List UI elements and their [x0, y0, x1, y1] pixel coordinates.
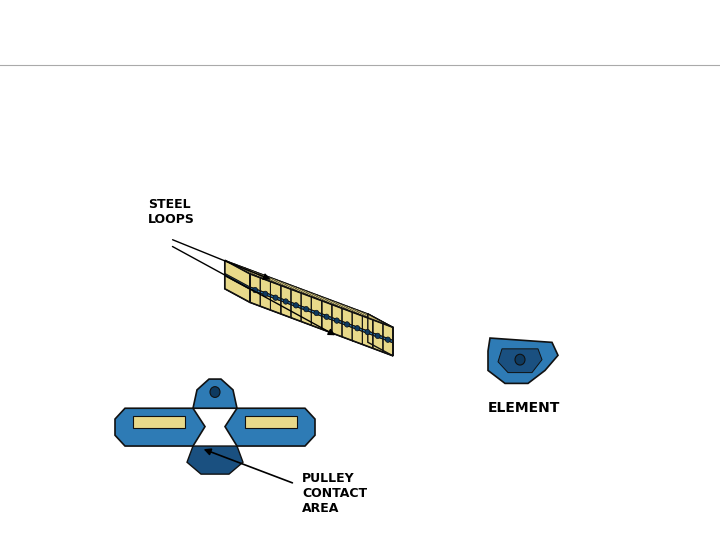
Circle shape: [210, 387, 220, 397]
Circle shape: [365, 329, 370, 335]
Polygon shape: [368, 327, 393, 343]
Text: Copyright © 2018  2015  2011 Pearson Education Inc. All Rights Reserved: Copyright © 2018 2015 2011 Pearson Educa…: [7, 517, 343, 525]
Polygon shape: [332, 318, 342, 323]
Polygon shape: [250, 287, 260, 293]
Polygon shape: [260, 293, 271, 310]
Polygon shape: [322, 301, 332, 318]
Polygon shape: [225, 408, 315, 446]
Polygon shape: [342, 308, 352, 325]
Text: PULLEY
CONTACT
AREA: PULLEY CONTACT AREA: [302, 472, 367, 515]
Circle shape: [375, 333, 380, 339]
Polygon shape: [311, 312, 322, 329]
Polygon shape: [225, 289, 393, 356]
Polygon shape: [301, 293, 311, 310]
Circle shape: [355, 326, 360, 331]
Polygon shape: [342, 323, 352, 341]
Polygon shape: [250, 274, 260, 291]
Polygon shape: [225, 260, 393, 327]
Circle shape: [385, 337, 390, 342]
Polygon shape: [311, 297, 322, 314]
Circle shape: [314, 310, 319, 316]
Circle shape: [515, 354, 525, 365]
Polygon shape: [352, 328, 362, 345]
Polygon shape: [352, 312, 362, 329]
Polygon shape: [372, 335, 383, 352]
Polygon shape: [488, 338, 558, 383]
Polygon shape: [225, 260, 368, 342]
Polygon shape: [225, 276, 250, 302]
Text: PEARSON: PEARSON: [592, 511, 709, 531]
Polygon shape: [291, 289, 301, 306]
Polygon shape: [322, 316, 332, 333]
Polygon shape: [133, 416, 185, 428]
Circle shape: [283, 299, 288, 304]
Circle shape: [324, 314, 329, 320]
Polygon shape: [281, 285, 291, 302]
Polygon shape: [362, 332, 372, 348]
Polygon shape: [311, 310, 322, 316]
Text: STEEL
LOOPS: STEEL LOOPS: [148, 198, 195, 226]
Polygon shape: [332, 320, 342, 337]
Circle shape: [273, 295, 278, 300]
Polygon shape: [225, 260, 250, 287]
Circle shape: [263, 291, 268, 296]
Polygon shape: [250, 289, 260, 306]
Polygon shape: [301, 306, 311, 312]
Polygon shape: [372, 333, 383, 339]
Circle shape: [345, 322, 349, 327]
Polygon shape: [301, 308, 311, 325]
Polygon shape: [342, 321, 352, 328]
Polygon shape: [362, 316, 372, 333]
Polygon shape: [368, 329, 393, 356]
Polygon shape: [260, 291, 271, 297]
Polygon shape: [271, 295, 281, 301]
Polygon shape: [332, 305, 342, 321]
Circle shape: [334, 318, 339, 323]
Polygon shape: [291, 302, 301, 308]
Polygon shape: [225, 273, 250, 289]
Polygon shape: [260, 278, 271, 295]
Polygon shape: [322, 314, 332, 320]
Polygon shape: [281, 299, 291, 305]
Polygon shape: [271, 297, 281, 314]
Polygon shape: [383, 336, 393, 343]
Polygon shape: [372, 320, 383, 336]
Polygon shape: [291, 305, 301, 321]
Circle shape: [294, 302, 299, 308]
Polygon shape: [368, 314, 393, 340]
Polygon shape: [383, 323, 393, 340]
Polygon shape: [115, 408, 205, 446]
Polygon shape: [245, 416, 297, 428]
Polygon shape: [187, 446, 243, 474]
Polygon shape: [271, 281, 281, 299]
Polygon shape: [193, 379, 237, 408]
Polygon shape: [352, 325, 362, 332]
Circle shape: [253, 287, 258, 293]
Text: FIGURE 11–5  A Typical push-type CVT belt construction.: FIGURE 11–5 A Typical push-type CVT belt…: [14, 25, 592, 43]
Circle shape: [304, 306, 309, 312]
Text: ELEMENT: ELEMENT: [488, 401, 560, 415]
Polygon shape: [498, 349, 542, 373]
Polygon shape: [383, 339, 393, 356]
Polygon shape: [362, 329, 372, 335]
Polygon shape: [281, 301, 291, 318]
